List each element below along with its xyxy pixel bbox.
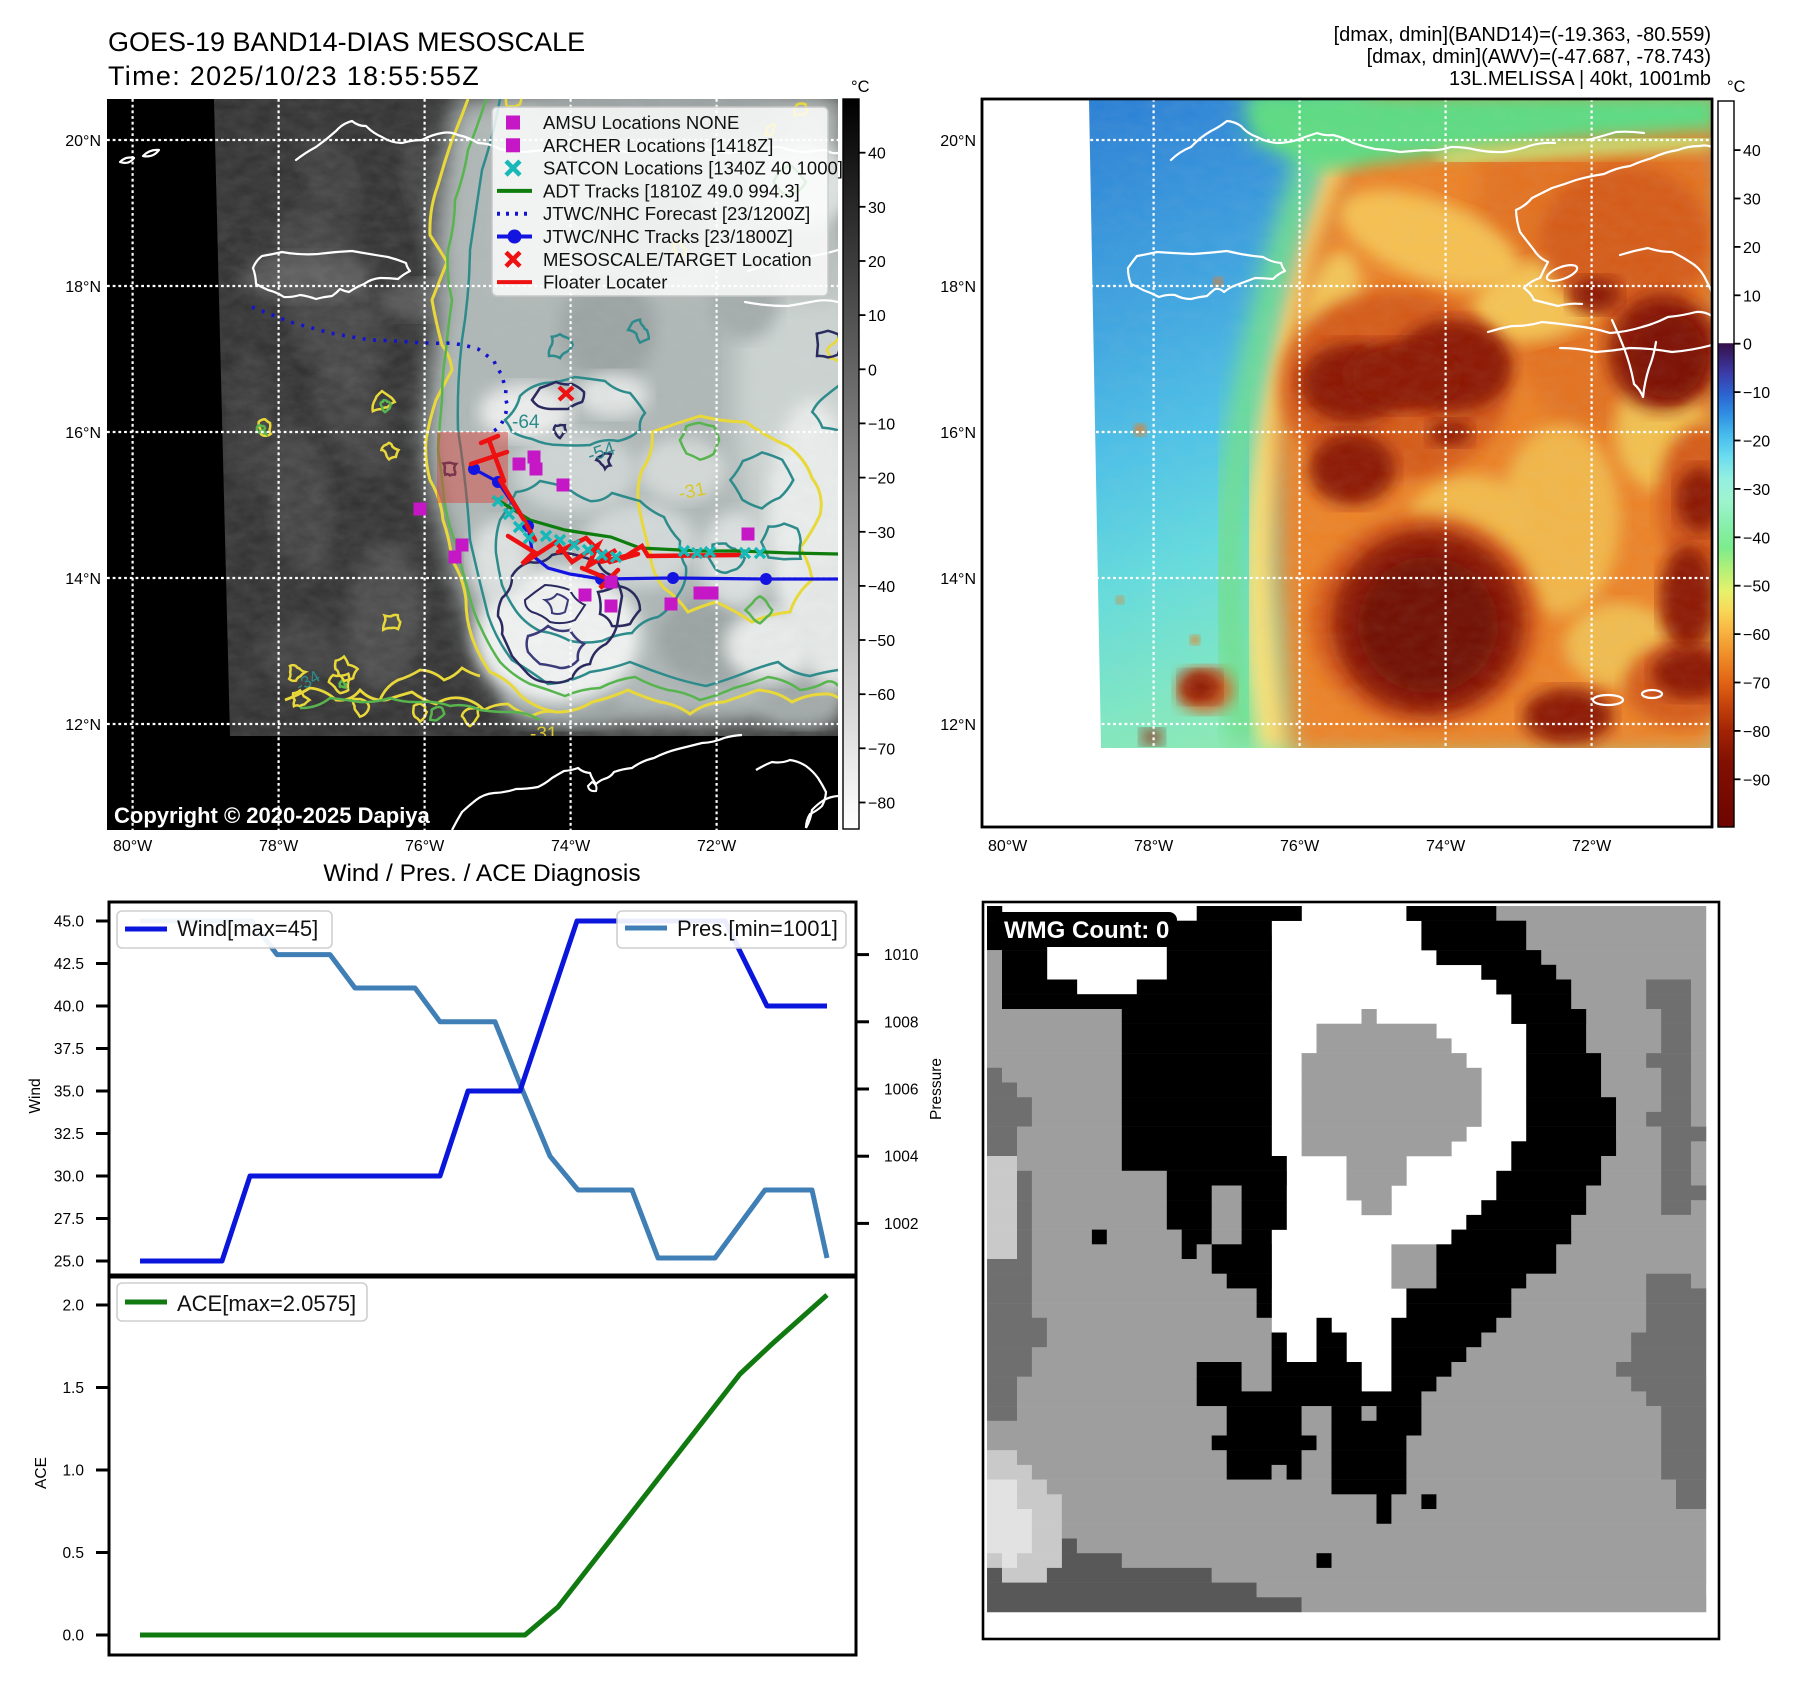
svg-text:72°W: 72°W — [1572, 838, 1612, 855]
svg-text:10: 10 — [868, 308, 886, 325]
svg-text:−60: −60 — [1743, 627, 1770, 644]
svg-text:[dmax, dmin](AWV)=(-47.687, -7: [dmax, dmin](AWV)=(-47.687, -78.743) — [1367, 46, 1711, 68]
svg-text:1004: 1004 — [884, 1149, 919, 1166]
svg-text:JTWC/NHC Tracks [23/1800Z]: JTWC/NHC Tracks [23/1800Z] — [543, 226, 793, 247]
svg-text:Time: 2025/10/23 18:55:55Z: Time: 2025/10/23 18:55:55Z — [108, 61, 480, 91]
svg-text:0: 0 — [868, 362, 877, 379]
svg-text:13L.MELISSA | 40kt, 1001mb: 13L.MELISSA | 40kt, 1001mb — [1449, 68, 1711, 90]
svg-text:−80: −80 — [1743, 724, 1770, 741]
svg-text:0: 0 — [1743, 337, 1752, 354]
svg-text:1008: 1008 — [884, 1014, 918, 1031]
svg-text:GOES-19 BAND14-DIAS MESOSCALE: GOES-19 BAND14-DIAS MESOSCALE — [108, 27, 585, 57]
svg-text:Pres.[min=1001]: Pres.[min=1001] — [677, 916, 838, 941]
svg-text:74°W: 74°W — [1426, 838, 1466, 855]
svg-text:Pressure: Pressure — [928, 1058, 945, 1120]
svg-text:1006: 1006 — [884, 1082, 918, 1099]
svg-text:−30: −30 — [1743, 482, 1770, 499]
svg-text:−40: −40 — [1743, 530, 1770, 547]
svg-text:45.0: 45.0 — [54, 914, 85, 931]
svg-text:35.0: 35.0 — [54, 1084, 85, 1101]
svg-text:32.5: 32.5 — [54, 1126, 84, 1143]
svg-text:−40: −40 — [868, 579, 895, 596]
svg-text:20: 20 — [1743, 240, 1761, 257]
svg-text:°C: °C — [851, 78, 870, 96]
svg-text:78°W: 78°W — [1134, 838, 1174, 855]
svg-text:°C: °C — [1727, 78, 1746, 96]
svg-text:MESOSCALE/TARGET Location: MESOSCALE/TARGET Location — [543, 249, 812, 270]
svg-text:16°N: 16°N — [940, 425, 976, 442]
svg-text:12°N: 12°N — [940, 717, 976, 734]
svg-text:40: 40 — [1743, 143, 1761, 160]
svg-text:ARCHER Locations [1418Z]: ARCHER Locations [1418Z] — [543, 135, 773, 156]
svg-text:27.5: 27.5 — [54, 1211, 84, 1228]
svg-text:40.0: 40.0 — [54, 999, 85, 1016]
svg-text:−20: −20 — [868, 471, 895, 488]
svg-text:WMG Count: 0: WMG Count: 0 — [1004, 917, 1169, 944]
svg-text:Copyright © 2020-2025 Dapiya: Copyright © 2020-2025 Dapiya — [114, 803, 431, 828]
svg-text:30.0: 30.0 — [54, 1169, 85, 1186]
svg-text:−20: −20 — [1743, 434, 1770, 451]
svg-text:2.0: 2.0 — [62, 1298, 84, 1315]
svg-text:78°W: 78°W — [259, 838, 299, 855]
svg-text:18°N: 18°N — [65, 279, 101, 296]
svg-text:−70: −70 — [868, 741, 895, 758]
svg-text:30: 30 — [1743, 192, 1761, 209]
svg-text:1002: 1002 — [884, 1216, 918, 1233]
svg-text:80°W: 80°W — [113, 838, 153, 855]
svg-text:25.0: 25.0 — [54, 1254, 85, 1271]
svg-text:12°N: 12°N — [65, 717, 101, 734]
svg-text:ACE[max=2.0575]: ACE[max=2.0575] — [177, 1291, 356, 1316]
svg-text:14°N: 14°N — [65, 571, 101, 588]
svg-text:−30: −30 — [868, 525, 895, 542]
svg-text:−10: −10 — [1743, 385, 1770, 402]
svg-text:10: 10 — [1743, 288, 1761, 305]
svg-text:74°W: 74°W — [551, 838, 591, 855]
svg-text:16°N: 16°N — [65, 425, 101, 442]
svg-text:Wind: Wind — [27, 1078, 44, 1113]
svg-text:72°W: 72°W — [697, 838, 737, 855]
svg-text:−50: −50 — [868, 633, 895, 650]
svg-text:30: 30 — [868, 200, 886, 217]
svg-text:-31: -31 — [530, 724, 557, 745]
svg-text:[dmax, dmin](BAND14)=(-19.363,: [dmax, dmin](BAND14)=(-19.363, -80.559) — [1334, 24, 1711, 46]
svg-text:Wind[max=45]: Wind[max=45] — [177, 916, 318, 941]
svg-text:Wind / Pres. / ACE Diagnosis: Wind / Pres. / ACE Diagnosis — [323, 860, 640, 887]
svg-text:−50: −50 — [1743, 579, 1770, 596]
svg-text:42.5: 42.5 — [54, 956, 84, 973]
svg-text:0.5: 0.5 — [62, 1545, 84, 1562]
svg-text:−70: −70 — [1743, 676, 1770, 693]
svg-text:−10: −10 — [868, 416, 895, 433]
svg-text:AMSU Locations NONE: AMSU Locations NONE — [543, 112, 739, 133]
svg-text:ACE: ACE — [33, 1457, 50, 1489]
svg-text:76°W: 76°W — [405, 838, 445, 855]
svg-text:0.0: 0.0 — [62, 1628, 84, 1645]
svg-text:−80: −80 — [868, 796, 895, 813]
svg-text:40: 40 — [868, 146, 886, 163]
svg-text:SATCON Locations [1340Z 40 100: SATCON Locations [1340Z 40 1000] — [543, 158, 843, 179]
svg-text:20°N: 20°N — [65, 133, 101, 150]
svg-text:1010: 1010 — [884, 947, 919, 964]
svg-text:−90: −90 — [1743, 772, 1770, 789]
svg-text:20: 20 — [868, 254, 886, 271]
svg-text:18°N: 18°N — [940, 279, 976, 296]
svg-text:−60: −60 — [868, 687, 895, 704]
svg-text:37.5: 37.5 — [54, 1041, 84, 1058]
svg-text:ADT Tracks [1810Z 49.0 994.3]: ADT Tracks [1810Z 49.0 994.3] — [543, 180, 800, 201]
svg-text:76°W: 76°W — [1280, 838, 1320, 855]
svg-text:14°N: 14°N — [940, 571, 976, 588]
svg-text:-64: -64 — [512, 412, 540, 433]
svg-text:1.0: 1.0 — [62, 1463, 84, 1480]
svg-text:1.5: 1.5 — [62, 1380, 84, 1397]
svg-text:20°N: 20°N — [940, 133, 976, 150]
svg-text:JTWC/NHC Forecast [23/1200Z]: JTWC/NHC Forecast [23/1200Z] — [543, 203, 810, 224]
svg-text:80°W: 80°W — [988, 838, 1028, 855]
svg-text:Floater Locater: Floater Locater — [543, 272, 667, 293]
